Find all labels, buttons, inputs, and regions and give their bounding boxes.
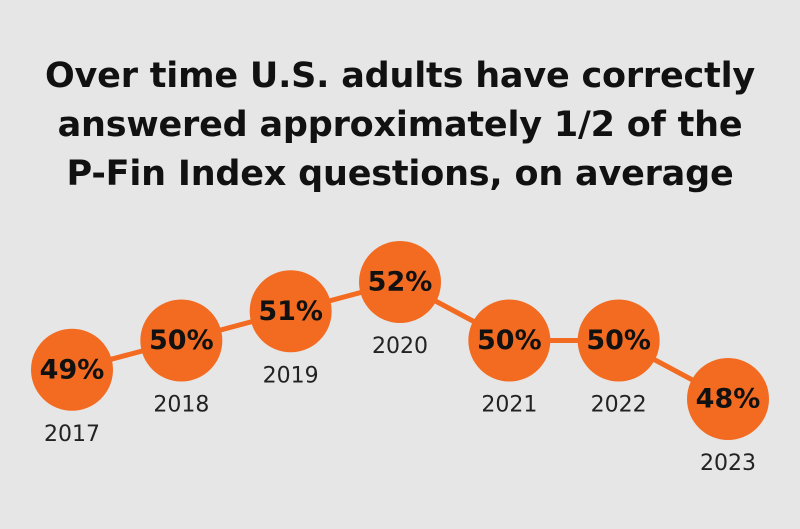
value-label-2017: 49%: [40, 354, 105, 385]
value-label-2021: 50%: [477, 325, 542, 356]
data-markers: [31, 241, 769, 440]
title-line-3: P-Fin Index questions, on average: [66, 154, 734, 194]
year-label-2022: 2022: [591, 393, 647, 418]
year-label-2017: 2017: [44, 422, 100, 447]
data-point-2021: [468, 299, 551, 382]
value-label-2018: 50%: [149, 325, 214, 356]
year-label-2019: 2019: [263, 363, 319, 388]
value-label-2023: 48%: [696, 384, 761, 415]
year-label-2018: 2018: [153, 393, 209, 418]
year-label-2020: 2020: [372, 334, 428, 359]
value-label-2022: 50%: [586, 325, 651, 356]
title-line-1: Over time U.S. adults have correctly: [44, 56, 756, 96]
year-labels: 2017 2018 2019 2020 2021 2022 2023: [44, 334, 756, 476]
data-point-2023: [687, 358, 769, 440]
data-point-2018: [140, 299, 223, 382]
year-label-2021: 2021: [481, 393, 537, 418]
value-label-2019: 51%: [258, 296, 323, 327]
data-point-2019: [249, 270, 332, 353]
data-point-2017: [31, 328, 113, 411]
value-label-2020: 52%: [368, 267, 433, 298]
value-labels: 49% 50% 51% 52% 50% 50% 48%: [40, 267, 761, 415]
year-label-2023: 2023: [700, 451, 756, 476]
title-line-2: answered approximately 1/2 of the: [57, 105, 743, 145]
data-point-2022: [577, 299, 660, 382]
chart-title: Over time U.S. adults have correctly ans…: [0, 52, 800, 199]
data-point-2020: [359, 241, 441, 323]
